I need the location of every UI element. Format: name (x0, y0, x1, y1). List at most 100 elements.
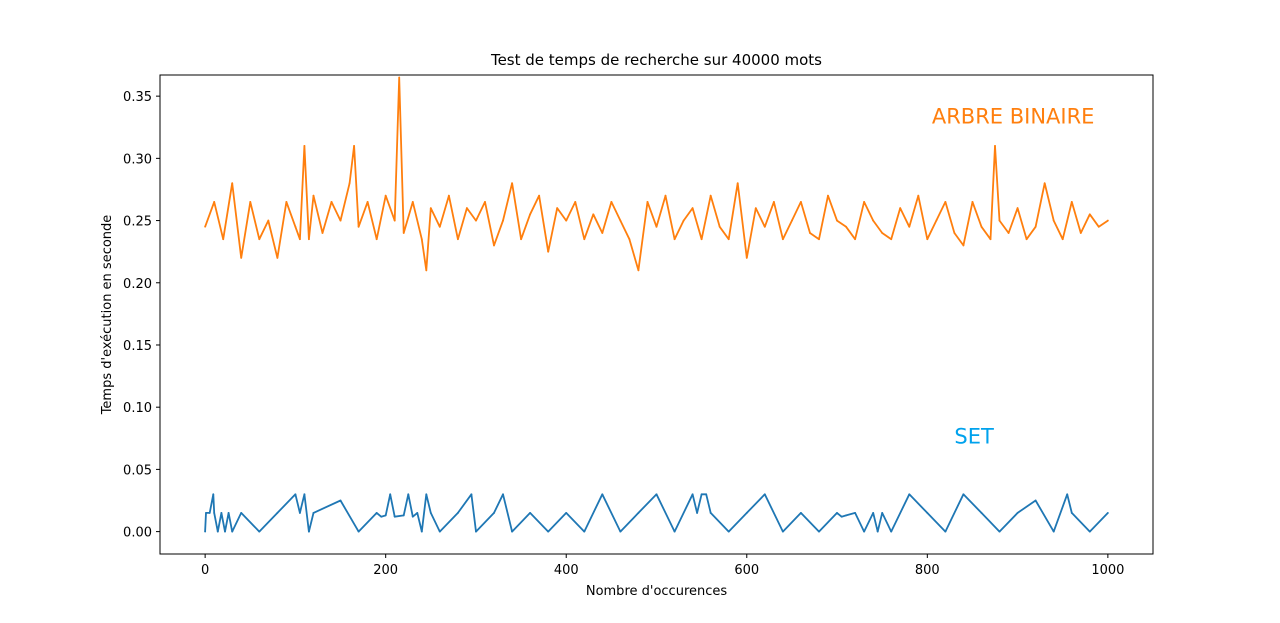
data-point (312, 194, 315, 197)
x-tick-label: 600 (734, 563, 759, 578)
data-point (926, 238, 929, 241)
data-point (308, 238, 310, 241)
data-point (249, 201, 252, 203)
data-point (980, 225, 983, 228)
data-point (208, 512, 211, 514)
data-point (1070, 201, 1073, 203)
data-point (763, 225, 766, 228)
data-point (646, 201, 649, 203)
data-point (1043, 182, 1046, 185)
data-point (800, 201, 802, 203)
data-point (384, 194, 387, 197)
data-point (1061, 238, 1064, 241)
data-point (944, 201, 947, 203)
data-point (863, 201, 866, 203)
data-point (1052, 530, 1055, 533)
data-point (989, 238, 992, 241)
data-point (565, 219, 568, 222)
data-point (213, 512, 216, 514)
data-point (339, 219, 342, 222)
data-point (583, 238, 586, 241)
data-point (763, 493, 766, 496)
data-point (863, 530, 866, 533)
data-point (836, 512, 838, 514)
data-point (411, 515, 414, 518)
x-axis-ticks: 0 200 400 600 800 1000 (201, 554, 1124, 578)
data-point (962, 244, 965, 247)
data-point (709, 194, 712, 197)
data-point (212, 493, 215, 496)
data-point (754, 207, 757, 210)
data-point (696, 512, 699, 514)
data-point (375, 238, 378, 241)
data-point (1066, 493, 1069, 496)
data-point (637, 512, 640, 514)
data-point (637, 269, 640, 272)
data-point (204, 225, 207, 228)
data-point (727, 238, 730, 241)
data-point (845, 514, 847, 517)
data-point (267, 219, 270, 222)
data-point (845, 225, 847, 228)
y-tick-label: 0.30 (123, 152, 152, 167)
data-point (565, 512, 568, 514)
data-point (1034, 225, 1037, 228)
data-point (375, 512, 378, 514)
data-point (299, 512, 301, 514)
data-point (466, 207, 468, 210)
data-point (709, 512, 712, 514)
data-point (962, 493, 965, 496)
data-point (840, 515, 843, 518)
data-point (407, 493, 410, 496)
data-point (220, 512, 223, 514)
data-point (411, 201, 414, 203)
data-point (321, 232, 324, 234)
data-point (791, 219, 793, 222)
data-point (393, 219, 396, 222)
data-point (484, 201, 486, 203)
data-point (908, 493, 911, 496)
data-point (998, 530, 1001, 533)
data-point (673, 238, 676, 241)
data-point (216, 530, 219, 533)
data-point (601, 232, 604, 234)
data-point (285, 201, 288, 203)
data-point (348, 182, 351, 185)
data-point (231, 530, 234, 533)
data-point (727, 530, 730, 533)
data-point (438, 530, 441, 533)
data-point (502, 219, 504, 222)
y-tick-label: 0.00 (123, 526, 152, 541)
x-tick-label: 0 (201, 563, 209, 578)
data-point (818, 238, 820, 241)
y-axis-ticks: 0.00 0.05 0.10 0.15 0.20 0.25 0.30 0.35 (123, 90, 160, 541)
data-point (827, 194, 829, 197)
y-tick-label: 0.15 (123, 339, 152, 354)
data-point (312, 512, 315, 514)
data-point (276, 256, 279, 259)
data-point (872, 219, 875, 222)
data-point (493, 512, 495, 514)
y-tick-label: 0.10 (123, 401, 152, 416)
data-point (258, 238, 261, 241)
data-point (303, 145, 306, 147)
data-point (429, 207, 432, 210)
data-point (1016, 512, 1019, 514)
data-point (222, 238, 225, 241)
data-point (380, 515, 383, 518)
data-point (619, 530, 622, 533)
data-point (1106, 512, 1109, 514)
data-point (998, 219, 1001, 222)
data-point (700, 238, 703, 241)
data-point (416, 512, 419, 514)
data-point (457, 512, 459, 514)
data-point (736, 182, 739, 185)
y-tick-label: 0.05 (123, 463, 152, 478)
data-point (308, 530, 310, 533)
data-point (854, 512, 856, 514)
data-point (294, 493, 297, 496)
data-point (520, 238, 522, 241)
data-point (366, 201, 369, 203)
data-point (493, 244, 495, 247)
data-point (1052, 219, 1055, 222)
